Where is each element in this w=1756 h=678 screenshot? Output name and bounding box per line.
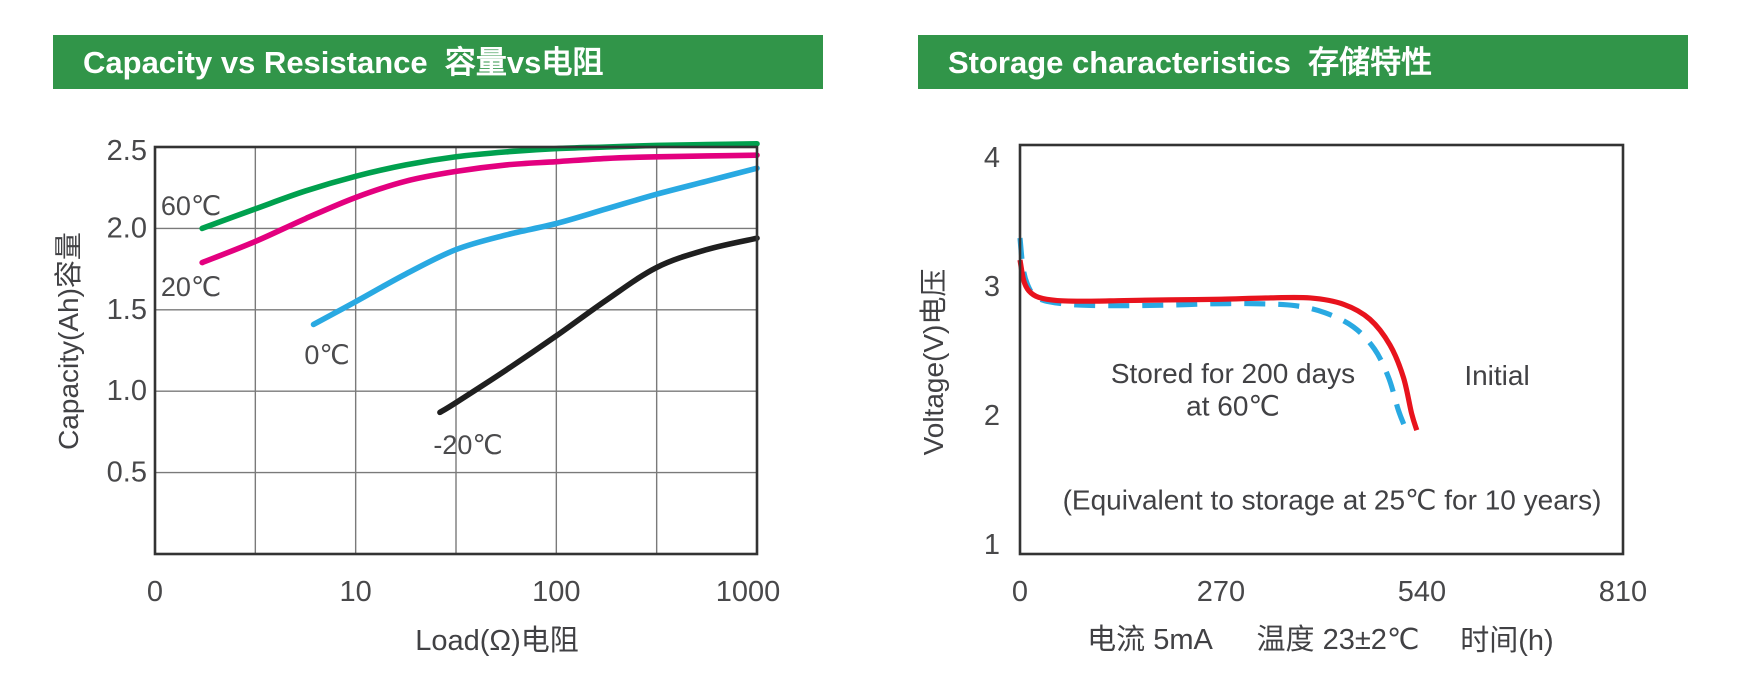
curve-blue [310,165,760,328]
right-x-tick: 810 [1599,576,1647,608]
curve-magenta [199,152,760,266]
left-y-tick: 2.0 [107,212,147,244]
footer-time-label: 时间(h) [1460,625,1554,657]
footer-current-label: 电流 5mA [1087,624,1213,656]
right-x-tick: 540 [1398,576,1446,608]
curve-label-green: 60℃ [161,191,221,221]
footer-temperature-label: 温度 23±2℃ [1256,624,1420,656]
right-y-axis-label: Voltage(V)电压 [918,268,949,456]
right-y-tick: 1 [984,529,1000,561]
curve-green [199,140,760,232]
curve-initial [1017,259,1420,431]
right-x-tick: 270 [1197,576,1245,608]
curve-stored [1017,237,1407,426]
left-x-tick: 1000 [716,576,781,608]
left-y-tick: 0.5 [107,457,147,489]
left-chart-title: Capacity vs Resistance 容量vs电阻 [83,45,604,80]
left-x-tick: 0 [147,576,163,608]
annotation-equivalent: (Equivalent to storage at 25℃ for 10 yea… [1062,484,1602,516]
left-y-tick: 2.5 [107,135,147,167]
right-chart-header: Storage characteristics 存储特性 [918,35,1688,89]
left-x-axis-label: Load(Ω)电阻 [415,625,579,657]
right-y-tick: 2 [984,400,1000,432]
right-chart-title: Storage characteristics 存储特性 [948,45,1433,80]
curve-label-magenta: 20℃ [161,272,221,302]
annotation-stored-line1: Stored for 200 days [1110,358,1356,389]
right-y-tick: 4 [984,142,1000,174]
left-y-axis-label: Capacity(Ah)容量 [53,232,84,450]
right-x-tick: 0 [1012,576,1028,608]
right-plot-border [1018,143,1625,556]
left-x-tick: 10 [340,576,372,608]
curve-label-blue: 0℃ [304,340,349,370]
annotation-stored-line2: at 60℃ [1186,390,1280,422]
curve-label-black: -20℃ [433,430,502,460]
left-y-tick: 1.5 [107,294,147,326]
annotation-initial: Initial [1464,360,1530,391]
left-chart-header: Capacity vs Resistance 容量vs电阻 [53,35,823,89]
left-plot-border [153,145,759,556]
left-x-tick: 100 [532,576,580,608]
left-y-tick: 1.0 [107,375,147,407]
curve-black [437,235,760,416]
right-y-tick: 3 [984,271,1000,303]
